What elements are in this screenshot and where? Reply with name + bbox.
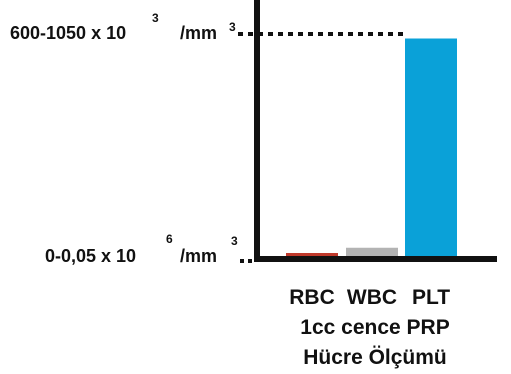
ref-label-top-unit-exponent: 3 xyxy=(229,20,236,34)
caption-line-1: 1cc cence PRP xyxy=(300,316,449,339)
ref-label-bottom-prefix: 0-0,05 x 10 xyxy=(45,246,136,266)
ref-label-bottom-unit-exponent: 3 xyxy=(231,234,238,248)
ref-label-bottom-exponent: 6 xyxy=(166,232,173,246)
ref-label-bottom: 0-0,05 x 10 6 /mm 3 xyxy=(45,232,238,266)
caption-line-2: Hücre Ölçümü xyxy=(303,346,447,369)
x-tick-label-wbc: WBC xyxy=(347,286,397,309)
x-tick-label-rbc: RBC xyxy=(289,286,335,309)
ref-label-top-prefix: 600-1050 x 10 xyxy=(10,23,126,43)
ref-label-bottom-unit: /mm xyxy=(180,246,217,266)
bar-rbc xyxy=(286,253,338,256)
ref-label-top: 600-1050 x 10 3 /mm 3 xyxy=(10,11,236,43)
x-tick-label-plt: PLT xyxy=(412,286,450,309)
bar-wbc xyxy=(346,247,398,256)
ref-label-top-unit: /mm xyxy=(180,23,217,43)
svg-text:600-1050 x 10: 600-1050 x 10 xyxy=(10,23,126,43)
bar-plt xyxy=(405,38,457,256)
ref-label-top-exponent: 3 xyxy=(152,11,159,25)
